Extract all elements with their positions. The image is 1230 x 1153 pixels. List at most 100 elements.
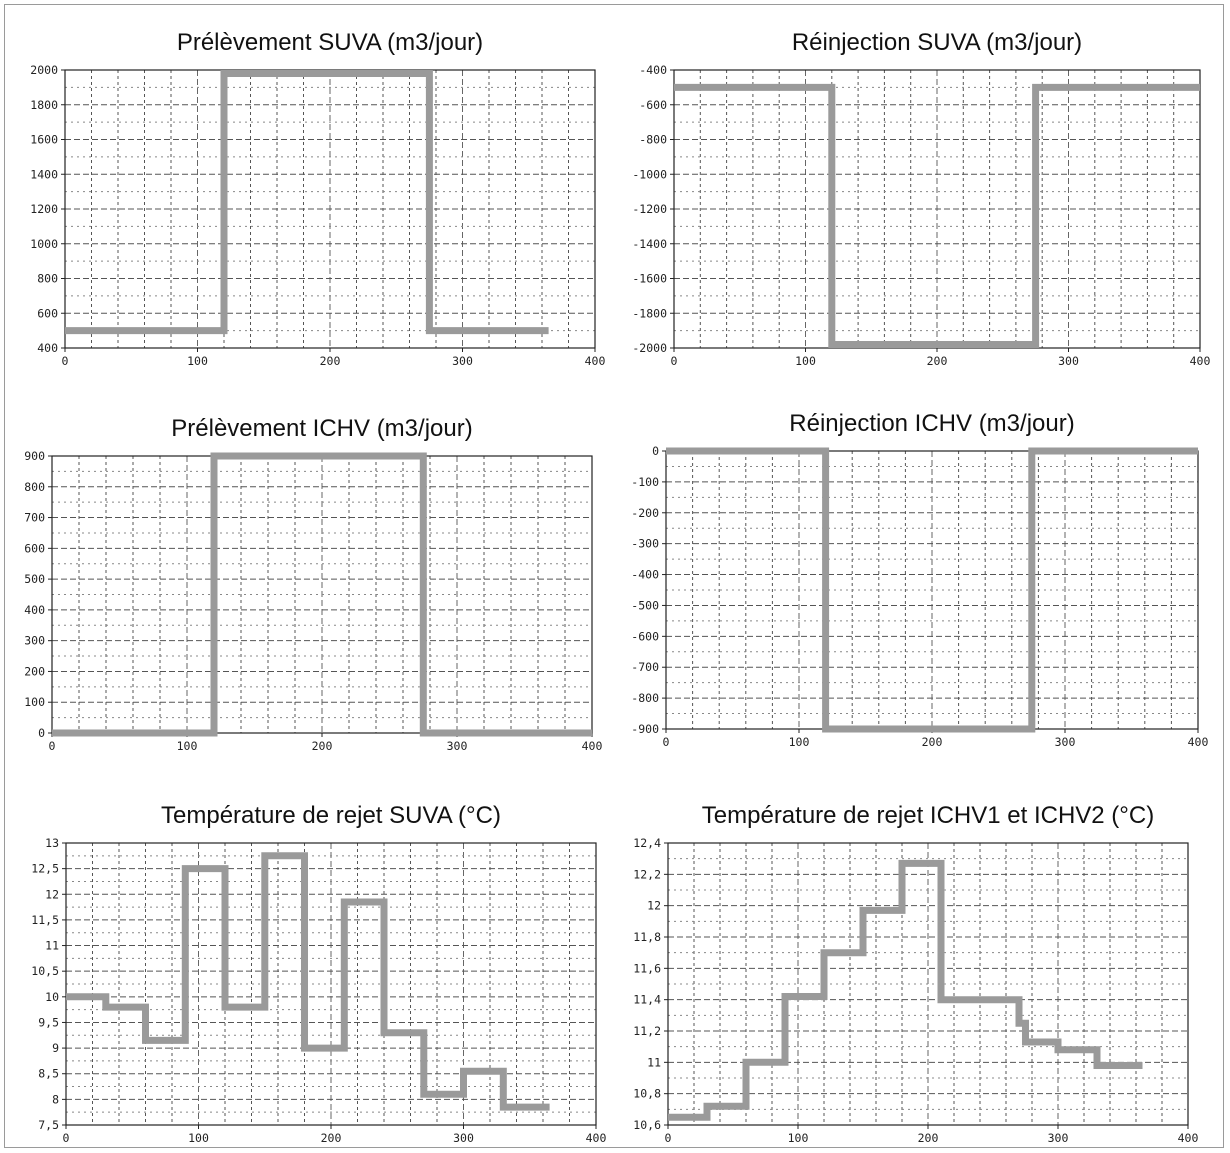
x-tick-label: 300 [1048,1131,1069,1145]
y-tick-label: 1600 [30,133,58,147]
y-tick-label: -800 [631,691,659,705]
x-tick-label: 0 [62,354,69,368]
x-tick-label: 100 [177,739,198,753]
x-tick-label: 300 [452,354,473,368]
y-tick-label: 1200 [30,202,58,216]
x-tick-label: 0 [49,739,56,753]
x-tick-label: 400 [1188,735,1209,749]
y-tick-label: -200 [631,506,659,520]
y-tick-label: 0 [652,444,659,458]
y-tick-label: 11,2 [633,1024,661,1038]
y-tick-label: 600 [24,541,45,555]
series-line [65,70,549,335]
x-tick-label: 0 [63,1131,70,1145]
x-tick-label: 0 [663,735,670,749]
x-tick-label: 200 [320,354,341,368]
y-tick-label: 10,8 [633,1087,661,1101]
y-tick-label: 11 [45,939,59,953]
y-tick-label: -600 [639,98,667,112]
x-tick-label: 200 [918,1131,939,1145]
y-tick-label: 1800 [30,98,58,112]
y-tick-label: -2000 [632,341,667,355]
y-tick-label: 900 [24,449,45,463]
x-tick-label: 400 [582,739,603,753]
chart-svg: Prélèvement SUVA (m3/jour) 0 100 200 300 400 4… [30,29,606,368]
chart-title: Température de rejet ICHV1 et ICHV2 (°C) [702,802,1154,829]
figure-frame [4,4,1224,1148]
x-tick-label: 300 [447,739,468,753]
x-tick-label: 0 [665,1131,672,1145]
y-tick-label: 11,8 [633,930,661,944]
y-tick-label: 11,5 [31,913,59,927]
y-tick-label: 100 [24,695,45,709]
x-tick-label: 100 [789,735,810,749]
y-tick-label: -1200 [632,202,667,216]
series-line [66,852,550,1111]
y-tick-label: 9 [52,1041,59,1055]
y-tick-label: -1000 [632,167,667,181]
y-tick-label: 11,4 [633,993,661,1007]
y-tick-label: 800 [24,480,45,494]
y-tick-label: 400 [37,341,58,355]
x-tick-label: 300 [453,1131,474,1145]
y-tick-label: -100 [631,475,659,489]
series-line [674,83,1200,348]
grid [66,843,596,1125]
y-tick-label: 400 [24,603,45,617]
y-tick-label: -300 [631,537,659,551]
y-tick-label: -400 [631,568,659,582]
y-tick-label: -600 [631,629,659,643]
x-tick-label: 100 [788,1131,809,1145]
y-tick-label: 8,5 [38,1067,59,1081]
x-tick-label: 100 [188,1131,209,1145]
chart-svg: Réinjection SUVA (m3/jour) 0 100 200 300 400 -… [632,29,1211,368]
y-tick-label: -1400 [632,237,667,251]
chart-panel-6: Température de rejet ICHV1 et ICHV2 (°C)… [610,768,1225,1152]
y-tick-label: 9,5 [38,1015,59,1029]
y-tick-label: -400 [639,63,667,77]
y-tick-label: 300 [24,634,45,648]
y-tick-label: 2000 [30,63,58,77]
chart-title: Prélèvement ICHV (m3/jour) [171,415,472,442]
y-tick-label: 12 [647,899,661,913]
y-tick-label: 12,4 [633,836,661,850]
y-tick-label: 700 [24,511,45,525]
x-tick-label: 200 [927,354,948,368]
y-tick-label: 10 [45,990,59,1004]
x-tick-label: 400 [1178,1131,1199,1145]
y-tick-label: 1000 [30,237,58,251]
y-tick-label: 500 [24,572,45,586]
x-tick-label: 200 [321,1131,342,1145]
x-tick-label: 300 [1055,735,1076,749]
chart-panel-3: Prélèvement ICHV (m3/jour) 0 100 200 300 400 0… [0,384,615,768]
y-tick-label: 0 [38,726,45,740]
x-tick-label: 400 [586,1131,607,1145]
y-tick-label: -1800 [632,306,667,320]
y-tick-label: 1400 [30,167,58,181]
grid [65,70,595,348]
chart-svg: Température de rejet ICHV1 et ICHV2 (°C)… [633,802,1199,1145]
y-tick-label: -1600 [632,272,667,286]
chart-panel-2: Réinjection SUVA (m3/jour) 0 100 200 300 400 -… [610,0,1225,384]
x-tick-label: 200 [922,735,943,749]
chart-panel-1: Prélèvement SUVA (m3/jour) 0 100 200 300 400 4… [0,0,615,384]
series-line [668,859,1143,1121]
series-line [52,452,592,737]
x-tick-label: 400 [1190,354,1211,368]
chart-title: Prélèvement SUVA (m3/jour) [177,29,483,56]
y-tick-label: 600 [37,306,58,320]
y-tick-label: 7,5 [38,1118,59,1132]
x-tick-label: 100 [187,354,208,368]
x-tick-label: 400 [585,354,606,368]
chart-title: Température de rejet SUVA (°C) [161,802,501,829]
chart-svg: Réinjection ICHV (m3/jour) 0 100 200 300 400 -… [631,410,1209,749]
y-tick-label: 8 [52,1092,59,1106]
x-tick-label: 100 [795,354,816,368]
y-tick-label: 10,6 [633,1118,661,1132]
chart-svg: Température de rejet SUVA (°C) 0 100 200 300… [31,802,607,1145]
y-tick-label: 12 [45,887,59,901]
y-tick-label: -700 [631,660,659,674]
y-tick-label: -800 [639,133,667,147]
chart-panel-4: Réinjection ICHV (m3/jour) 0 100 200 300 400 -… [610,384,1225,768]
chart-panel-5: Température de rejet SUVA (°C) 0 100 200 300… [0,768,615,1152]
